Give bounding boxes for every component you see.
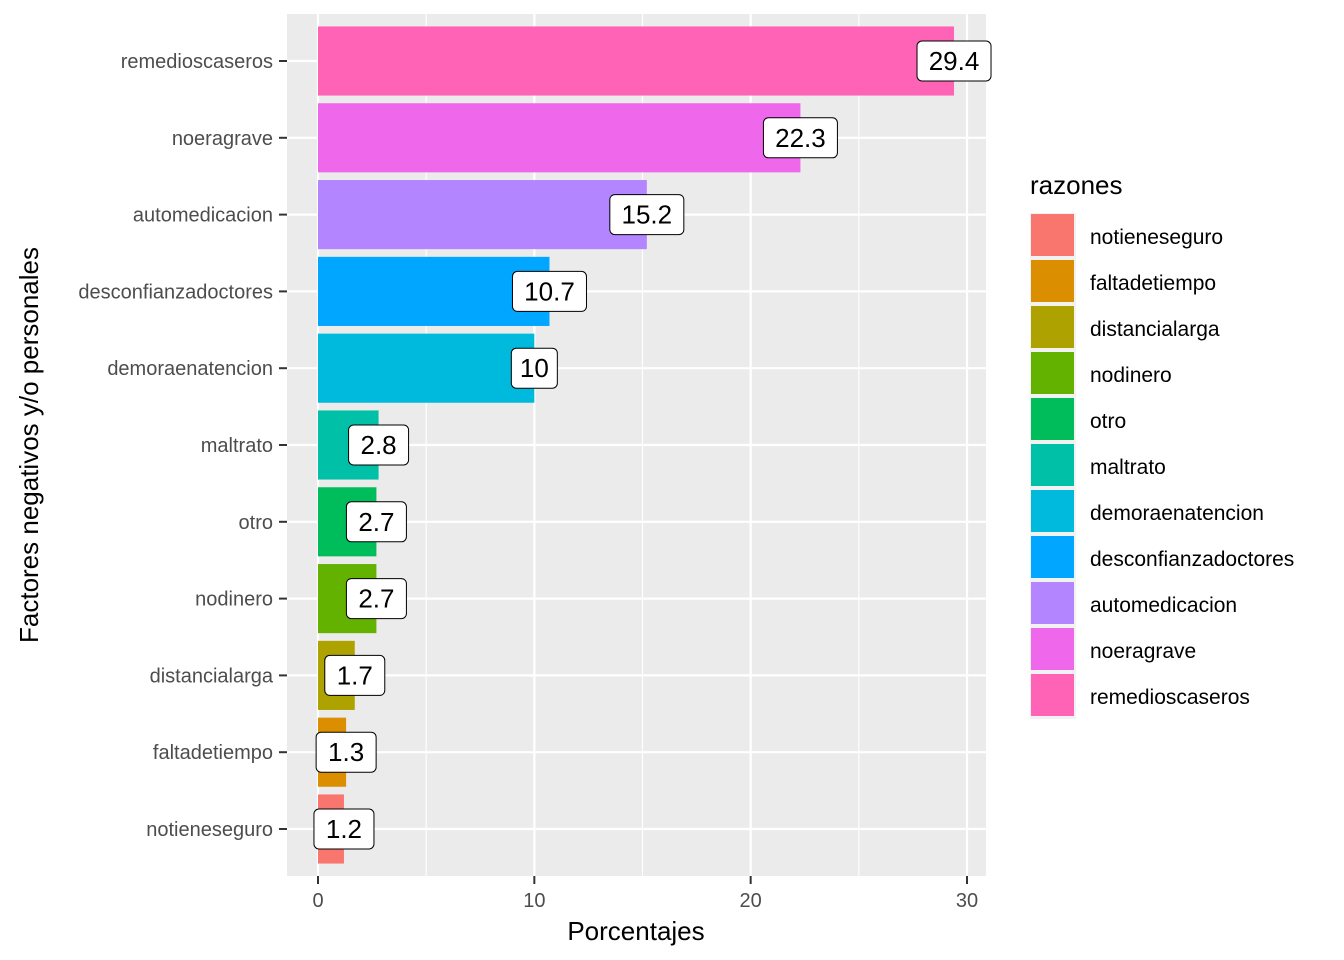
data-label: 1.3 — [328, 737, 364, 767]
legend-label: maltrato — [1090, 456, 1166, 479]
legend-swatch-distancialarga — [1031, 306, 1074, 348]
data-label-box — [313, 808, 375, 850]
data-label-box — [762, 117, 838, 159]
data-label: 22.3 — [775, 123, 826, 153]
data-label-box — [511, 270, 587, 312]
y-tick-label: automedicacion — [133, 205, 273, 227]
x-tick-label: 30 — [956, 890, 978, 912]
data-label: 10 — [520, 353, 549, 383]
x-tick-label: 20 — [740, 890, 762, 912]
y-axis: notieneseguro faltadetiempo distancialarga… — [78, 51, 287, 841]
data-labels: 1.2 1.3 1.7 2.7 2.7 2.8 10 10.7 15.2 22.3 29.4 — [313, 40, 992, 850]
data-label-box — [345, 501, 407, 543]
legend-swatch-remedioscaseros — [1031, 674, 1074, 716]
x-tick-label: 10 — [523, 890, 545, 912]
legend-label: faltadetiempo — [1090, 272, 1216, 295]
data-label-box — [348, 424, 410, 466]
data-label: 1.7 — [337, 660, 373, 690]
y-tick-label: distancialarga — [150, 665, 274, 687]
bar-desconfianzadoctores — [318, 256, 550, 326]
bar-remedioscaseros — [318, 26, 955, 96]
bar-noeragrave — [318, 103, 801, 173]
y-axis-title: Factores negativos y/o personales — [14, 247, 44, 643]
legend-label: distancialarga — [1090, 318, 1220, 341]
x-tick-label: 0 — [312, 890, 323, 912]
bars — [318, 26, 955, 864]
legend-label: automedicacion — [1090, 594, 1237, 617]
legend-label: demoraenatencion — [1090, 502, 1264, 525]
legend-swatch-faltadetiempo — [1031, 260, 1074, 302]
y-tick-label: maltrato — [201, 435, 273, 457]
legend: razones notieneseguro faltadetiempo distan… — [1030, 170, 1294, 719]
legend-swatch-automedicacion — [1031, 582, 1074, 624]
data-label-box — [315, 731, 377, 773]
legend-swatch-noeragrave — [1031, 628, 1074, 670]
legend-label: noeragrave — [1090, 640, 1196, 663]
y-tick-label: faltadetiempo — [153, 742, 273, 764]
legend-label: nodinero — [1090, 364, 1172, 387]
y-tick-label: notieneseguro — [146, 819, 273, 841]
legend-label: notieneseguro — [1090, 226, 1223, 249]
data-label: 2.7 — [358, 584, 394, 614]
legend-label: remedioscaseros — [1090, 686, 1250, 709]
data-label-box — [916, 40, 992, 82]
data-label-box — [345, 578, 407, 620]
x-axis-title: Porcentajes — [567, 916, 704, 946]
legend-swatch-nodinero — [1031, 352, 1074, 394]
data-label: 15.2 — [622, 200, 673, 230]
y-tick-label: otro — [239, 512, 273, 534]
legend-swatch-demoraenatencion — [1031, 490, 1074, 532]
data-label: 29.4 — [929, 46, 980, 76]
y-tick-label: nodinero — [195, 589, 273, 611]
bar-demoraenatencion — [318, 333, 535, 403]
x-axis: 0 10 20 30 — [312, 876, 978, 912]
data-label-box — [324, 654, 386, 696]
data-label: 10.7 — [524, 276, 575, 306]
data-label-box — [609, 194, 685, 236]
legend-label: desconfianzadoctores — [1090, 548, 1294, 571]
legend-swatch-otro — [1031, 398, 1074, 440]
legend-swatch-maltrato — [1031, 444, 1074, 486]
data-label-box — [510, 347, 558, 389]
y-tick-label: demoraenatencion — [107, 358, 273, 380]
legend-swatch-desconfianzadoctores — [1031, 536, 1074, 578]
data-label: 2.7 — [358, 507, 394, 537]
y-tick-label: desconfianzadoctores — [78, 281, 273, 303]
y-tick-label: noeragrave — [172, 128, 273, 150]
bar-automedicacion — [318, 180, 647, 250]
legend-swatch-notieneseguro — [1031, 214, 1074, 256]
legend-label: otro — [1090, 410, 1126, 433]
y-tick-label: remedioscaseros — [121, 51, 273, 73]
data-label: 1.2 — [326, 814, 362, 844]
legend-title: razones — [1030, 170, 1123, 200]
data-label: 2.8 — [360, 430, 396, 460]
